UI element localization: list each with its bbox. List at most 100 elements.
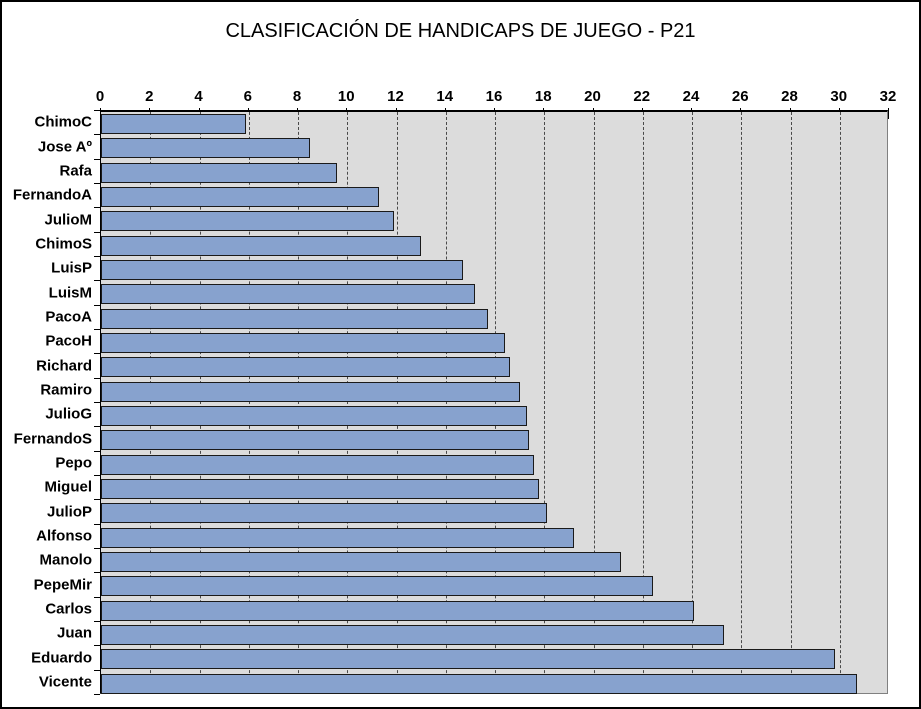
category-label-carlos: Carlos [45,600,92,618]
gridline-6 [248,112,250,693]
bar-alfonso [101,527,574,548]
bar-pacoh [101,333,505,353]
category-label-manolo: Manolo [39,551,93,569]
category-tick-mark [94,256,100,257]
category-label-chimos: ChimoS [35,235,92,253]
x-tick-label-6: 6 [243,88,252,105]
x-tick-label-24: 24 [682,88,700,105]
category-label-miguel: Miguel [44,478,93,496]
x-tick-label-30: 30 [830,88,848,105]
x-tick-label-26: 26 [731,88,749,105]
category-tick-mark [94,572,100,574]
bar-jose-a [101,138,311,159]
category-label-pacoh: PacoH [45,332,92,350]
bar-miguel [101,479,540,499]
gridline-2 [150,112,152,693]
category-tick-mark [94,450,100,452]
gridline-30 [839,112,841,693]
bar-ramiro [101,381,520,402]
category-tick-mark [94,134,100,136]
x-tick-label-14: 14 [436,88,454,105]
category-label-pepemir: PepeMir [33,576,92,593]
x-tick-label-12: 12 [387,88,404,105]
category-tick-mark [94,183,100,184]
bar-manolo [101,552,621,572]
category-label-rafa: Rafa [59,162,92,180]
x-tick-label-4: 4 [194,88,203,105]
category-label-vicente: Vicente [38,673,92,691]
x-tick-mark-32 [888,108,889,119]
category-tick-mark [94,645,100,647]
bar-rafa [101,162,338,183]
category-label-luisp: LuisP [51,259,92,277]
gridline-28 [790,112,792,693]
x-tick-label-10: 10 [337,88,355,105]
bar-juliop [101,503,547,524]
category-tick-mark [94,231,100,233]
category-tick-mark [94,158,100,160]
chart-title: CLASIFICACIÓN DE HANDICAPS DE JUEGO - P2… [225,20,696,42]
bar-pacoa [101,308,488,329]
x-tick-label-8: 8 [292,88,302,105]
bar-juliom [101,211,395,232]
gridline-26 [741,112,743,693]
category-tick-mark [94,207,100,209]
category-label-eduardo: Eduardo [31,649,92,666]
category-tick-mark [94,548,100,549]
gridline-22 [642,112,644,693]
category-label-richard: Richard [36,357,92,374]
category-tick-mark [94,110,100,111]
bar-juan [101,625,724,645]
x-tick-label-32: 32 [879,88,897,105]
x-tick-label-18: 18 [534,88,552,105]
bar-carlos [101,600,695,621]
category-tick-mark [94,669,100,671]
x-tick-label-20: 20 [584,88,601,105]
bar-luisp [101,260,463,280]
bar-vicente [101,673,857,694]
gridline-8 [298,112,299,693]
category-label-fernandoa: FernandoA [12,186,92,204]
category-tick-mark [94,475,100,476]
gridline-10 [347,112,349,693]
category-tick-mark [94,426,100,428]
category-tick-mark [94,596,100,598]
gridline-14 [445,112,447,693]
category-label-chimoc: ChimoC [34,113,93,131]
category-label-luism: LuisM [48,284,92,301]
category-label-juliop: JulioP [46,503,92,520]
category-tick-mark [94,280,100,282]
gridline-24 [692,112,693,693]
plot-area [100,110,888,694]
category-tick-mark [94,329,100,330]
category-tick-mark [94,523,100,525]
x-tick-label-22: 22 [633,88,651,105]
x-tick-label-28: 28 [781,88,798,105]
bar-richard [101,357,510,378]
gridline-20 [593,112,595,693]
gridline-16 [495,112,496,693]
bar-fernandoa [101,187,380,207]
bar-pepo [101,454,535,475]
bar-pepemir [101,576,653,597]
x-tick-label-0: 0 [95,88,105,105]
bar-juliog [101,406,527,426]
bar-luism [101,284,476,305]
gridline-12 [396,112,398,693]
category-label-ramiro: Ramiro [40,381,92,399]
category-label-jose-a: Jose Aº [37,138,92,155]
category-label-pacoa: PacoA [45,308,92,326]
category-tick-mark [94,621,100,622]
category-tick-mark [94,499,100,501]
category-tick-mark [94,377,100,379]
x-tick-label-16: 16 [485,88,503,105]
category-label-juan: Juan [56,624,92,642]
gridline-18 [544,112,546,693]
bar-eduardo [101,649,835,670]
bar-chimoc [101,114,247,134]
gridline-4 [199,112,201,693]
category-label-alfonso: Alfonso [36,527,92,545]
category-tick-mark [94,304,100,306]
category-label-juliom: JulioM [44,211,93,228]
category-label-fernandos: FernandoS [13,430,92,447]
